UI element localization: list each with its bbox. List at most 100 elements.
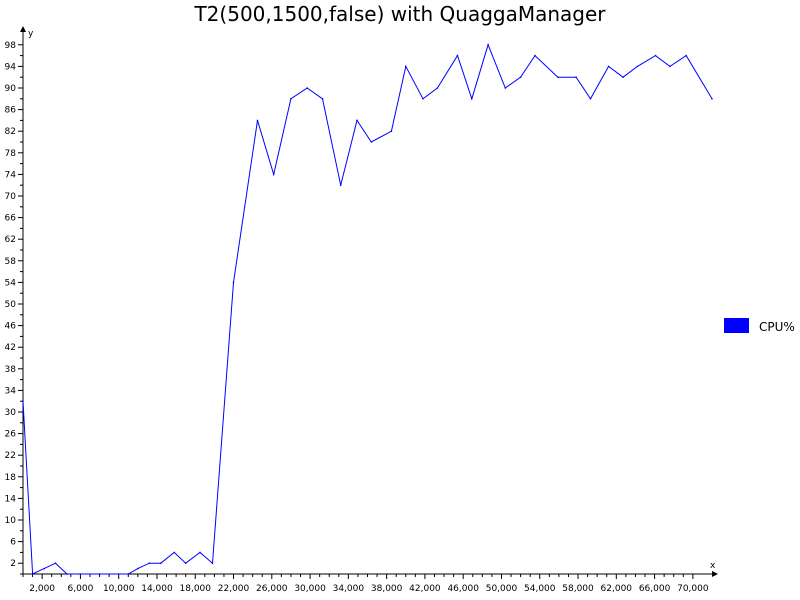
y-tick-label: 86 (5, 106, 17, 116)
x-tick-label: 54,000 (524, 584, 556, 594)
y-tick-label: 94 (5, 62, 17, 72)
y-tick-label: 66 (5, 214, 17, 224)
x-tick-label: 46,000 (447, 584, 479, 594)
x-axis-ticks: 2,000 6,000 10,000 14,000 18,000 22,000 26,000… (22, 574, 709, 594)
data-point (43, 567, 45, 570)
data-point (711, 98, 713, 100)
data-point (22, 400, 24, 403)
x-axis-label: x (710, 561, 716, 571)
data-point (422, 98, 424, 100)
data-point (232, 281, 235, 284)
y-tick-label: 38 (5, 365, 17, 375)
data-point (79, 573, 82, 575)
legend: CPU% (724, 318, 795, 334)
data-point (519, 76, 522, 78)
x-tick-label: 34,000 (333, 584, 365, 594)
data-point (436, 87, 439, 89)
y-tick-label: 34 (5, 386, 17, 396)
data-point (211, 562, 214, 564)
data-point (54, 562, 57, 564)
x-tick-label: 2,000 (29, 584, 55, 594)
y-tick-label: 58 (5, 257, 17, 267)
data-point (272, 173, 275, 176)
data-point (471, 98, 473, 100)
data-point (622, 76, 624, 78)
data-point (148, 562, 151, 564)
data-point (31, 573, 34, 575)
x-tick-label: 30,000 (294, 584, 326, 594)
data-point (370, 141, 373, 143)
y-tick-label: 90 (5, 84, 17, 94)
data-point (321, 98, 324, 100)
data-point (504, 87, 507, 89)
data-point (306, 87, 309, 89)
x-tick-label: 50,000 (486, 584, 518, 594)
axes: xy (20, 26, 718, 577)
data-point (290, 98, 292, 100)
y-tick-label: 42 (5, 343, 16, 353)
y-tick-label: 18 (5, 473, 17, 483)
x-tick-label: 62,000 (601, 584, 633, 594)
x-tick-label: 38,000 (371, 584, 403, 594)
x-axis-arrow (712, 571, 718, 577)
data-point (575, 76, 577, 78)
y-tick-label: 62 (5, 235, 16, 245)
data-point (339, 184, 342, 186)
y-tick-label: 6 (10, 538, 16, 548)
y-tick-label: 98 (5, 41, 17, 51)
y-tick-label: 70 (5, 192, 17, 202)
data-point (137, 567, 139, 570)
data-point (127, 573, 130, 575)
data-point (589, 98, 592, 100)
y-tick-label: 54 (5, 278, 17, 288)
series-group (22, 43, 713, 575)
y-axis-arrow (20, 26, 26, 32)
x-tick-label: 6,000 (68, 584, 94, 594)
x-tick-label: 22,000 (218, 584, 250, 594)
x-tick-label: 18,000 (180, 584, 212, 594)
y-tick-label: 14 (5, 494, 17, 504)
data-point (557, 76, 559, 78)
y-axis-label: y (28, 29, 34, 39)
y-tick-label: 50 (5, 300, 17, 310)
legend-swatch (724, 318, 749, 333)
data-point (669, 65, 671, 68)
y-tick-label: 30 (5, 408, 17, 418)
y-tick-label: 74 (5, 170, 17, 180)
data-point (160, 562, 162, 564)
data-point (199, 551, 201, 554)
x-tick-label: 70,000 (677, 584, 709, 594)
y-tick-label: 82 (5, 127, 16, 137)
data-point (173, 551, 175, 554)
data-point (534, 54, 536, 57)
data-point (607, 65, 610, 68)
x-tick-label: 14,000 (141, 584, 173, 594)
data-point (487, 44, 489, 46)
data-point (117, 573, 120, 575)
data-point (685, 54, 687, 57)
y-tick-label: 2 (10, 559, 16, 569)
data-point (256, 119, 259, 122)
x-tick-label: 58,000 (562, 584, 594, 594)
x-tick-label: 10,000 (103, 584, 135, 594)
x-tick-label: 26,000 (256, 584, 288, 594)
series-line-cpu (22, 43, 713, 575)
x-tick-label: 66,000 (639, 584, 671, 594)
data-point (356, 119, 358, 122)
y-axis-ticks: 2610141822263034384246505458626670747882… (5, 41, 23, 575)
chart-title: T2(500,1500,false) with QuaggaManager (194, 2, 606, 26)
data-point (98, 573, 101, 575)
y-tick-label: 10 (5, 516, 17, 526)
data-point (390, 130, 393, 132)
data-point (404, 65, 407, 68)
x-tick-label: 42,000 (409, 584, 441, 594)
y-tick-label: 22 (5, 451, 16, 461)
y-tick-label: 78 (5, 149, 17, 159)
y-tick-label: 26 (5, 430, 17, 440)
data-point (66, 573, 68, 575)
data-point (456, 54, 459, 57)
legend-label: CPU% (759, 320, 795, 334)
data-point (184, 562, 187, 564)
data-point (636, 65, 639, 68)
